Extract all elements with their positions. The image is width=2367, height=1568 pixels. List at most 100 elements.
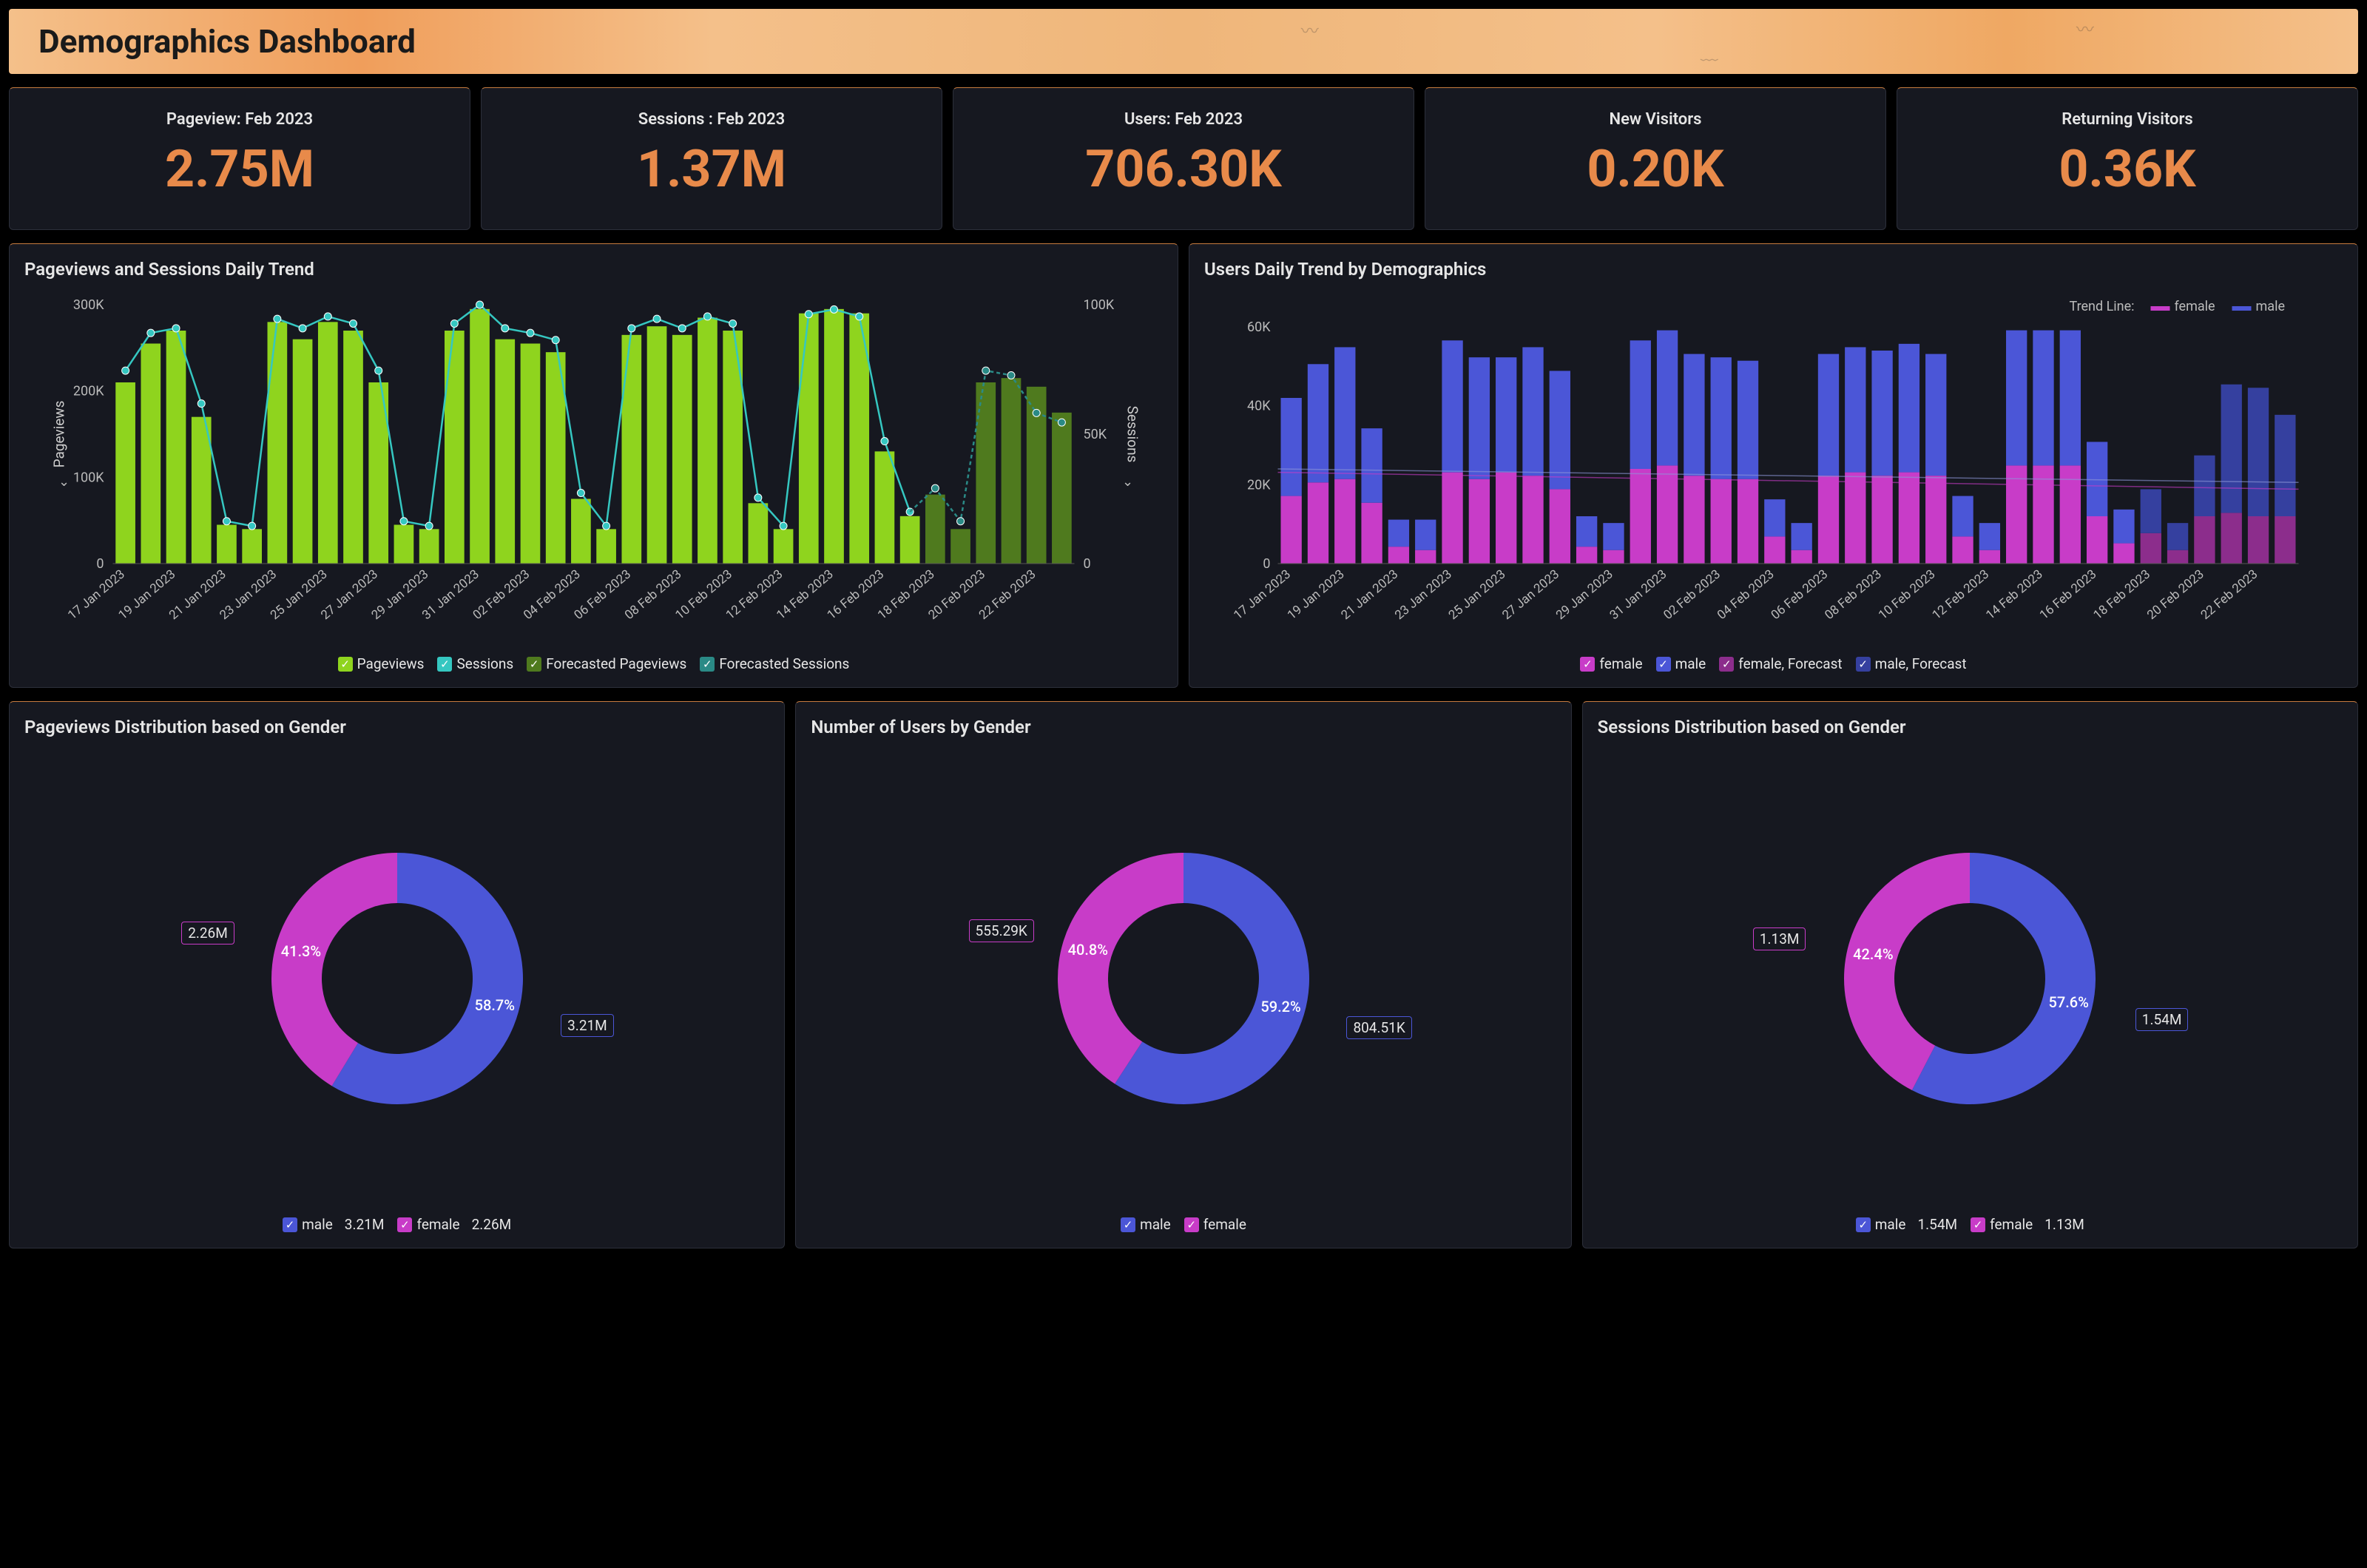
legend-item[interactable]: ✓male, Forecast [1856,655,1967,672]
chart-title: Pageviews Distribution based on Gender [24,717,769,737]
legend-checkbox-icon: ✓ [1121,1217,1135,1232]
svg-text:20 Feb 2023: 20 Feb 2023 [2144,567,2207,623]
legend-item[interactable]: ✓ female [1580,655,1642,672]
chart-title: Sessions Distribution based on Gender [1598,717,2343,737]
kpi-value: 0.20K [1587,139,1723,200]
kpi-value: 2.75M [165,139,314,200]
donut-pct-label: 57.6% [2048,993,2088,1011]
chart-title: Users Daily Trend by Demographics [1204,259,2343,280]
dashboard-header-banner: Demographics Dashboard 〰 ﹏ 〰 [9,9,2358,74]
donut-pct-label: 59.2% [1260,998,1300,1016]
legend-checkbox-icon: ✓ [1856,657,1871,672]
pageviews-sessions-chart: 0100K200K300K050K100KPageviewsSessions⌄⌄… [24,290,1163,645]
kpi-row: Pageview: Feb 2023 2.75MSessions : Feb 2… [9,87,2358,230]
donut-pct-label: 40.8% [1068,941,1108,959]
donut-legend: ✓male1.54M✓female1.13M [1598,1216,2343,1233]
legend-item[interactable]: ✓ male [1121,1216,1171,1233]
legend-label: female [1990,1216,2033,1233]
svg-text:0: 0 [1263,556,1270,572]
legend-item[interactable]: ✓ male 3.21M [283,1216,384,1233]
legend-item[interactable]: ✓ female [1184,1216,1246,1233]
chart-title: Number of Users by Gender [811,717,1556,737]
donut-value-callout: 3.21M [561,1014,614,1037]
donut-row: Pageviews Distribution based on Gender58… [9,701,2358,1248]
legend-item[interactable]: ✓Pageviews [338,655,425,672]
legend-checkbox-icon: ✓ [527,657,541,672]
kpi-label: New Visitors [1610,110,1702,129]
svg-text:male: male [2256,299,2286,314]
svg-text:Trend Line:: Trend Line: [2070,299,2135,314]
legend-checkbox-icon: ✓ [1656,657,1671,672]
donut-wrap: 57.6% 42.4% 1.54M 1.13M [1598,748,2343,1209]
legend-item[interactable]: ✓male1.54M [1856,1216,1957,1233]
legend-label: male [1875,1216,1906,1233]
chart-legend: ✓Pageviews✓Sessions✓Forecasted Pageviews… [24,655,1163,672]
kpi-card: Returning Visitors 0.36K [1897,87,2358,230]
legend-label: female [416,1216,459,1233]
svg-text:12 Feb 2023: 12 Feb 2023 [1930,567,1993,623]
kpi-label: Returning Visitors [2062,110,2193,129]
legend-item[interactable]: ✓Forecasted Pageviews [527,655,686,672]
kpi-card: Pageview: Feb 2023 2.75M [9,87,470,230]
legend-item[interactable]: ✓ Forecasted Sessions [700,655,849,672]
svg-text:25 Jan 2023: 25 Jan 2023 [1446,567,1509,624]
donut-legend: ✓ male ✓ female [811,1216,1556,1233]
kpi-label: Users: Feb 2023 [1124,110,1243,129]
svg-text:0: 0 [1084,556,1091,572]
legend-label: female, Forecast [1738,655,1842,672]
legend-item[interactable]: ✓Sessions [437,655,513,672]
legend-checkbox-icon: ✓ [700,657,715,672]
svg-text:14 Feb 2023: 14 Feb 2023 [1983,567,2046,623]
svg-text:31 Jan 2023: 31 Jan 2023 [1607,567,1670,624]
legend-item[interactable]: ✓ male [1656,655,1706,672]
svg-text:16 Feb 2023: 16 Feb 2023 [2037,567,2100,623]
legend-item[interactable]: ✓ female 1.13M [1971,1216,2084,1233]
legend-label: Pageviews [357,655,425,672]
legend-checkbox-icon: ✓ [397,1217,412,1232]
kpi-value: 1.37M [637,139,786,200]
legend-checkbox-icon: ✓ [1580,657,1595,672]
legend-label: male [1675,655,1706,672]
svg-text:17 Jan 2023: 17 Jan 2023 [1231,567,1294,624]
legend-checkbox-icon: ✓ [1719,657,1734,672]
donut-legend: ✓ male 3.21M ✓ female 2.26M [24,1216,769,1233]
legend-value: 1.13M [2044,1216,2084,1233]
svg-text:23 Jan 2023: 23 Jan 2023 [1392,567,1455,624]
svg-text:40K: 40K [1247,399,1271,414]
donut-value-callout: 1.54M [2135,1008,2189,1031]
svg-text:Sessions: Sessions [1124,406,1141,463]
legend-label: male [1140,1216,1171,1233]
svg-text:08 Feb 2023: 08 Feb 2023 [1822,567,1885,623]
donut-chart-card: Number of Users by Gender59.2%40.8%804.5… [795,701,1571,1248]
chart-legend: ✓ female ✓ male ✓ female, Forecast ✓male, Fore… [1204,655,2343,672]
svg-text:Pageviews: Pageviews [51,401,68,468]
legend-checkbox-icon: ✓ [1971,1217,1985,1232]
legend-label: male [302,1216,333,1233]
legend-label: Forecasted Sessions [719,655,849,672]
legend-label: female [1599,655,1642,672]
donut-chart [1814,823,2125,1134]
decorative-squiggle: 〰 [1301,16,1319,42]
donut-pct-label: 42.4% [1853,945,1893,963]
legend-value: 2.26M [472,1216,512,1233]
kpi-card: Sessions : Feb 2023 1.37M [481,87,942,230]
donut-wrap: 58.7%41.3%3.21M2.26M [24,748,769,1209]
legend-item[interactable]: ✓ female 2.26M [397,1216,511,1233]
donut-value-callout: 1.13M [1753,927,1806,950]
svg-text:21 Jan 2023: 21 Jan 2023 [1338,567,1401,624]
svg-text:29 Jan 2023: 29 Jan 2023 [1553,567,1616,624]
legend-item[interactable]: ✓ female, Forecast [1719,655,1842,672]
legend-label: Sessions [456,655,513,672]
donut-value-callout: 2.26M [181,922,234,944]
svg-text:06 Feb 2023: 06 Feb 2023 [1769,567,1831,623]
legend-checkbox-icon: ✓ [1856,1217,1871,1232]
legend-label: female [1203,1216,1246,1233]
decorative-squiggle: ﹏ [1701,38,1718,64]
legend-value: 3.21M [345,1216,385,1233]
legend-checkbox-icon: ✓ [1184,1217,1199,1232]
donut-chart [242,823,553,1134]
legend-checkbox-icon: ✓ [283,1217,297,1232]
kpi-card: New Visitors 0.20K [1425,87,1886,230]
svg-text:200K: 200K [73,384,104,399]
donut-value-callout: 555.29K [969,919,1034,942]
